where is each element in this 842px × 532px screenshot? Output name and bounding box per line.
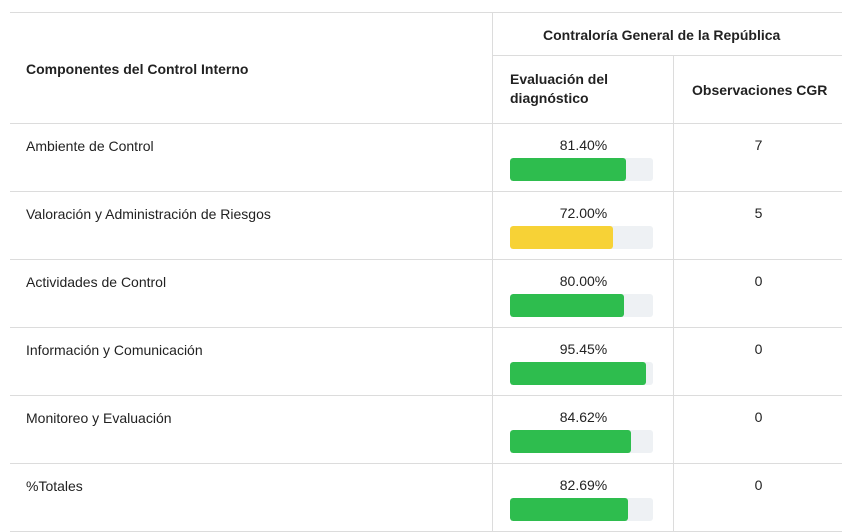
row-cell: Actividades de Control [10,260,492,328]
table: Componentes del Control Interno Contralo… [10,12,842,532]
progress-track [510,498,653,521]
observations: 0 [754,409,763,425]
percent-label: 81.40% [559,137,608,153]
component-name: %Totales [26,478,83,494]
progress-track [510,294,653,317]
percent-label: 95.45% [559,341,608,357]
observations: 0 [754,477,763,493]
component-name: Información y Comunicación [26,342,203,358]
row-cell: Ambiente de Control [10,124,492,192]
row-cell: %Totales [10,464,492,532]
percent-label: 84.62% [559,409,608,425]
row-cell: 81.40% [492,124,673,192]
row-cell: 82.69% [492,464,673,532]
percent-label: 80.00% [559,273,608,289]
progress-bar [510,226,613,249]
row-cell: Monitoreo y Evaluación [10,396,492,464]
row-cell: 0 [673,396,842,464]
component-name: Ambiente de Control [26,138,154,154]
component-name: Monitoreo y Evaluación [26,410,172,426]
row-cell: Valoración y Administración de Riesgos [10,192,492,260]
row-cell: 0 [673,328,842,396]
row-cell: 95.45% [492,328,673,396]
row-cell: 80.00% [492,260,673,328]
row-cell: 0 [673,260,842,328]
column-header: Evaluación del diagnóstico [510,71,609,106]
observations: 0 [754,273,763,289]
observations: 7 [754,137,763,153]
column-header: Componentes del Control Interno [26,61,249,77]
percent-label: 82.69% [559,477,608,493]
column-header: Observaciones CGR [692,82,828,98]
progress-track [510,226,653,249]
component-name: Actividades de Control [26,274,167,290]
row-cell: 5 [673,192,842,260]
observations: 0 [754,341,763,357]
component-name: Valoración y Administración de Riesgos [26,206,271,222]
observations: 5 [754,205,763,221]
progress-bar [510,498,629,521]
header-cell: Componentes del Control Interno [10,12,492,124]
progress-bar [510,430,631,453]
percent-label: 72.00% [559,205,608,221]
row-cell: 0 [673,464,842,532]
group-header-cell: Contraloría General de la República [492,12,842,56]
group-header: Contraloría General de la República [543,27,781,43]
progress-track [510,158,653,181]
row-cell: 72.00% [492,192,673,260]
progress-bar [510,158,627,181]
header-cell: Evaluación del diagnóstico [492,56,673,124]
row-cell: Información y Comunicación [10,328,492,396]
header-cell: Observaciones CGR [673,56,842,124]
row-cell: 7 [673,124,842,192]
progress-track [510,430,653,453]
progress-bar [510,294,625,317]
progress-track [510,362,653,385]
row-cell: 84.62% [492,396,673,464]
progress-bar [510,362,647,385]
